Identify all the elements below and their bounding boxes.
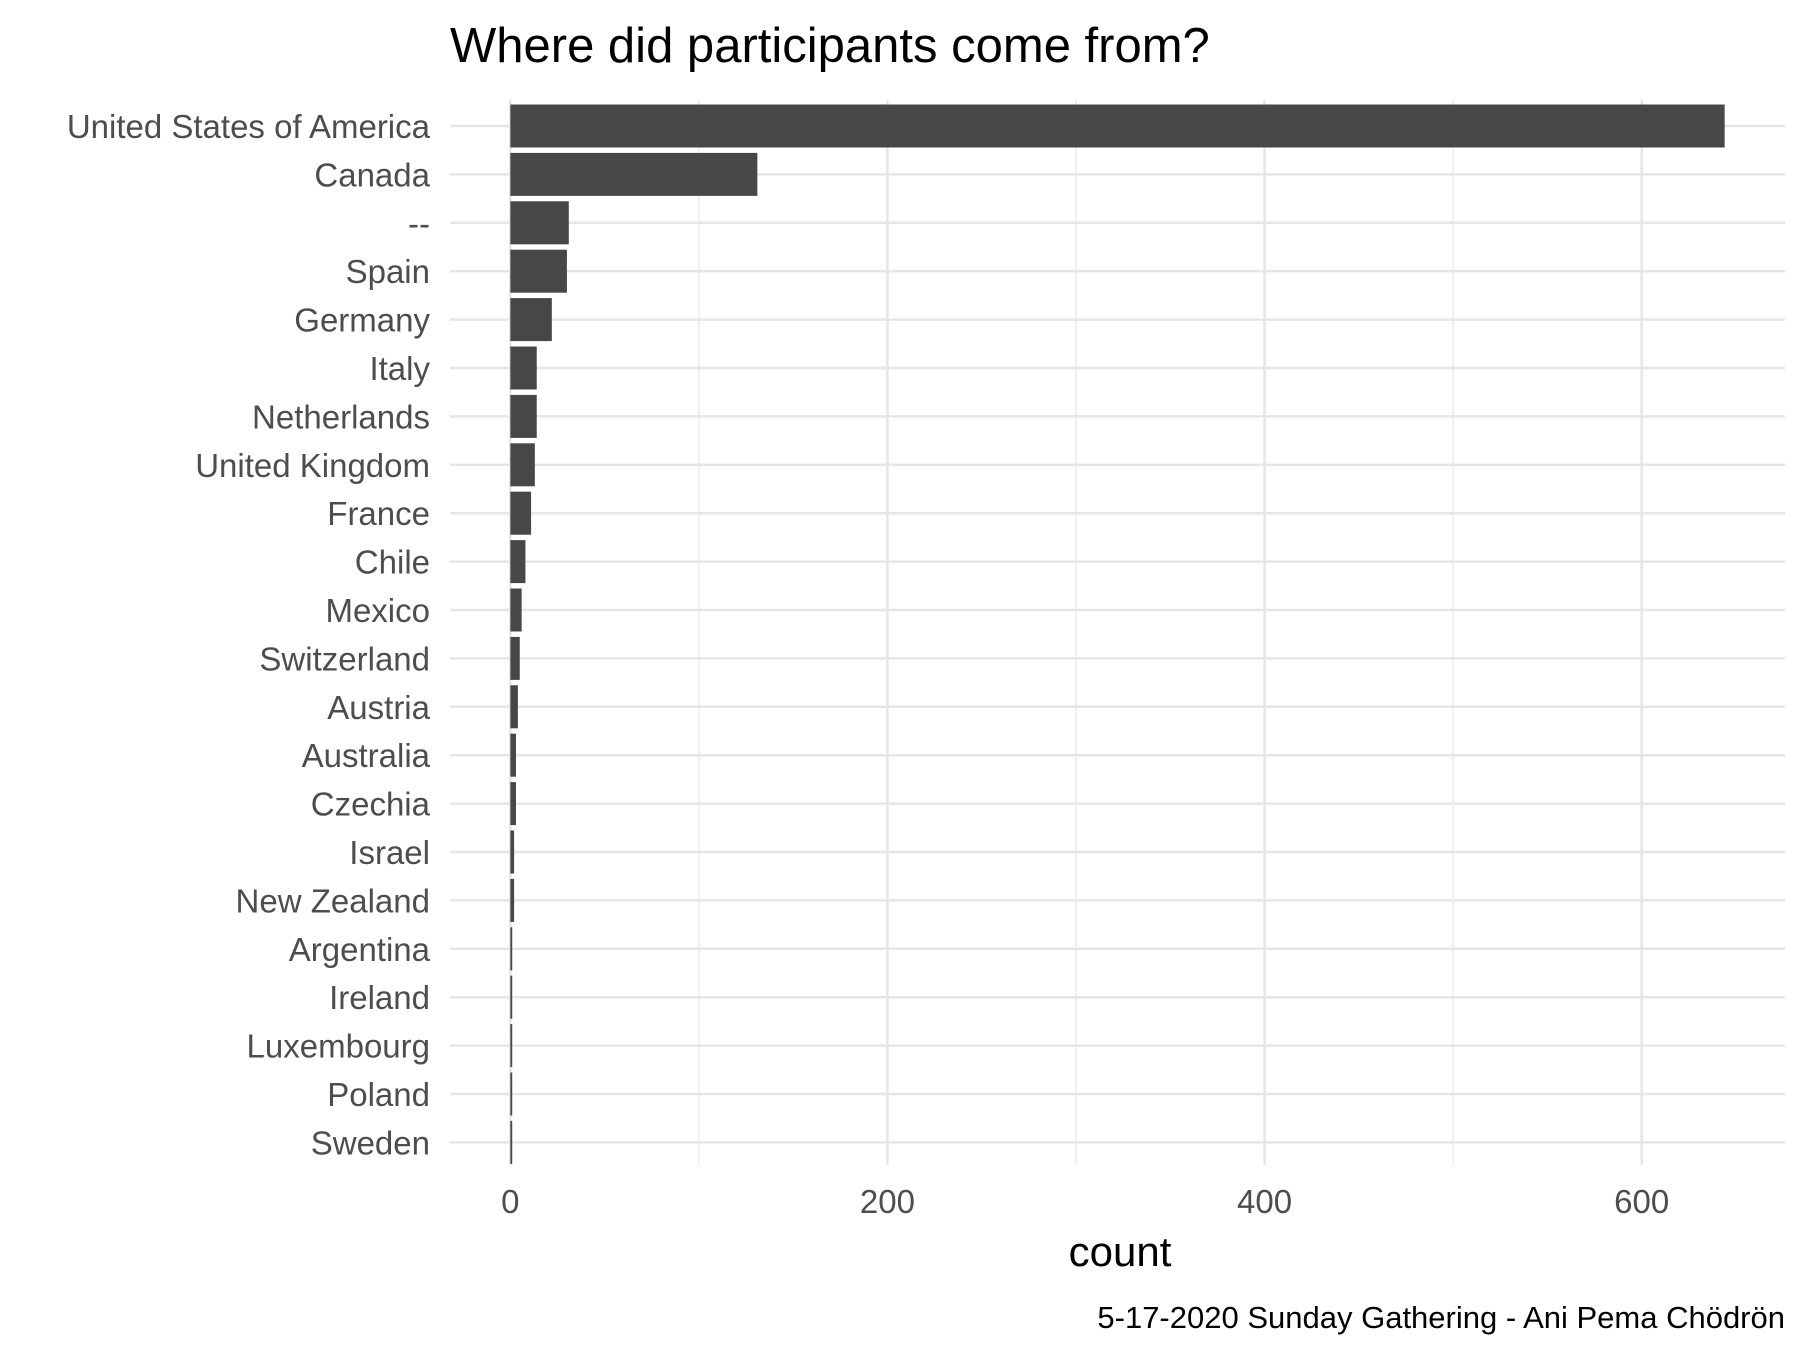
bar bbox=[510, 491, 532, 535]
x-tick-label: 600 bbox=[1614, 1183, 1669, 1220]
category-label: Poland bbox=[327, 1076, 430, 1113]
bar bbox=[510, 443, 535, 487]
x-tick-label: 400 bbox=[1237, 1183, 1292, 1220]
x-tick-label: 0 bbox=[501, 1183, 519, 1220]
category-label: -- bbox=[408, 205, 430, 242]
bar bbox=[510, 927, 513, 971]
grid bbox=[450, 100, 1785, 1165]
bar bbox=[510, 346, 537, 390]
x-tick-label: 200 bbox=[860, 1183, 915, 1220]
bar bbox=[510, 782, 516, 826]
category-label: Australia bbox=[302, 737, 431, 774]
bar bbox=[510, 975, 513, 1019]
bar bbox=[510, 588, 522, 632]
category-label: Ireland bbox=[329, 979, 430, 1016]
category-label: United States of America bbox=[67, 108, 431, 145]
category-label: Switzerland bbox=[259, 640, 430, 677]
category-label: Germany bbox=[294, 302, 430, 339]
category-label: New Zealand bbox=[236, 882, 430, 919]
bar bbox=[510, 878, 515, 922]
category-label: Austria bbox=[327, 689, 430, 726]
bar bbox=[510, 733, 516, 777]
category-label: Mexico bbox=[325, 592, 430, 629]
category-label: Israel bbox=[349, 834, 430, 871]
bar bbox=[510, 1072, 513, 1116]
bar bbox=[510, 201, 569, 245]
category-label: Sweden bbox=[311, 1124, 430, 1161]
bar bbox=[510, 1120, 513, 1164]
bar bbox=[510, 249, 567, 293]
category-label: United Kingdom bbox=[195, 447, 430, 484]
category-label: Chile bbox=[355, 544, 430, 581]
bar bbox=[510, 104, 1725, 148]
category-label: Canada bbox=[314, 156, 430, 193]
category-label: Italy bbox=[369, 350, 430, 387]
chart-title: Where did participants come from? bbox=[450, 19, 1210, 73]
category-label: France bbox=[327, 495, 430, 532]
x-tick-labels: 0 200 400 600 bbox=[501, 1183, 1669, 1220]
caption: 5-17-2020 Sunday Gathering - Ani Pema Ch… bbox=[1097, 1300, 1785, 1335]
bar bbox=[510, 636, 520, 680]
bar bbox=[510, 540, 526, 584]
category-label: Netherlands bbox=[252, 398, 430, 435]
bar bbox=[510, 152, 758, 196]
bar bbox=[510, 394, 537, 438]
category-label: Czechia bbox=[311, 786, 431, 823]
bar bbox=[510, 298, 552, 342]
bar bbox=[510, 1024, 513, 1068]
x-axis-title: count bbox=[1069, 1228, 1172, 1275]
category-labels: United States of America Canada -- Spain Ger… bbox=[67, 108, 431, 1161]
category-label: Luxembourg bbox=[247, 1028, 430, 1065]
bars bbox=[510, 104, 1725, 1164]
bar bbox=[510, 830, 515, 874]
category-label: Argentina bbox=[289, 931, 431, 968]
category-label: Spain bbox=[346, 253, 430, 290]
bar bbox=[510, 685, 518, 729]
